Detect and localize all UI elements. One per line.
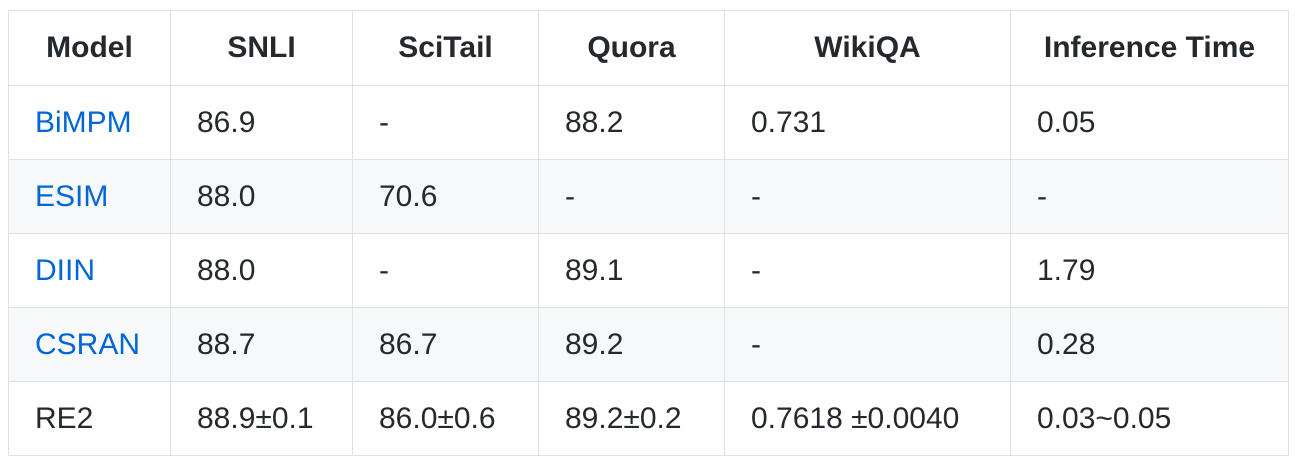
score-cell: 0.7618 ±0.0040 xyxy=(724,381,1011,456)
score-cell: 88.0 xyxy=(170,233,353,308)
model-cell: ESIM xyxy=(8,159,171,234)
model-link[interactable]: DIIN xyxy=(35,253,95,287)
score-cell: - xyxy=(724,159,1011,234)
header-cell: SciTail xyxy=(352,10,539,86)
model-cell: RE2 xyxy=(8,381,171,456)
score-cell: 88.0 xyxy=(170,159,353,234)
score-cell: 86.7 xyxy=(352,307,539,382)
score-cell: 1.79 xyxy=(1010,233,1289,308)
score-cell: 88.2 xyxy=(538,85,725,160)
score-cell: 89.2 xyxy=(538,307,725,382)
model-link[interactable]: CSRAN xyxy=(35,327,141,361)
score-cell: 0.28 xyxy=(1010,307,1289,382)
header-cell: SNLI xyxy=(170,10,353,86)
header-cell: Model xyxy=(8,10,171,86)
score-cell: 89.2±0.2 xyxy=(538,381,725,456)
table-body: BiMPM 86.9-88.2 0.731 0.05 ESIM 88.0 70.6- - - DI… xyxy=(8,85,1289,456)
score-cell: - xyxy=(352,85,539,160)
table-header: Model SNLI SciTail Quora WikiQA Inference Tim… xyxy=(8,10,1289,86)
score-cell: 88.9±0.1 xyxy=(170,381,353,456)
score-cell: 86.9 xyxy=(170,85,353,160)
table-row: CSRAN 88.7 86.7 89.2-0.28 xyxy=(8,307,1289,382)
table-row: BiMPM 86.9-88.2 0.731 0.05 xyxy=(8,85,1289,160)
header-cell: Inference Time xyxy=(1010,10,1289,86)
score-cell: 70.6 xyxy=(352,159,539,234)
model-cell: BiMPM xyxy=(8,85,171,160)
score-cell: 86.0±0.6 xyxy=(352,381,539,456)
score-cell: - xyxy=(724,307,1011,382)
score-cell: - xyxy=(352,233,539,308)
score-cell: 0.731 xyxy=(724,85,1011,160)
table-row: DIIN 88.0-89.1-1.79 xyxy=(8,233,1289,308)
table-row: ESIM 88.0 70.6- - - xyxy=(8,159,1289,234)
results-table: Model SNLI SciTail Quora WikiQA Inference Tim… xyxy=(8,10,1289,456)
model-cell: CSRAN xyxy=(8,307,171,382)
header-cell: WikiQA xyxy=(724,10,1011,86)
model-link[interactable]: ESIM xyxy=(35,179,109,213)
score-cell: - xyxy=(538,159,725,234)
header-cell: Quora xyxy=(538,10,725,86)
score-cell: 0.03~0.05 xyxy=(1010,381,1289,456)
model-cell: DIIN xyxy=(8,233,171,308)
model-link[interactable]: BiMPM xyxy=(35,105,132,139)
score-cell: - xyxy=(1010,159,1289,234)
score-cell: 0.05 xyxy=(1010,85,1289,160)
score-cell: - xyxy=(724,233,1011,308)
score-cell: 88.7 xyxy=(170,307,353,382)
header-row: Model SNLI SciTail Quora WikiQA Inference Tim… xyxy=(8,10,1289,86)
table-row: RE2 88.9±0.1 86.0±0.6 89.2±0.2 0.7618 ±0.004… xyxy=(8,381,1289,456)
score-cell: 89.1 xyxy=(538,233,725,308)
